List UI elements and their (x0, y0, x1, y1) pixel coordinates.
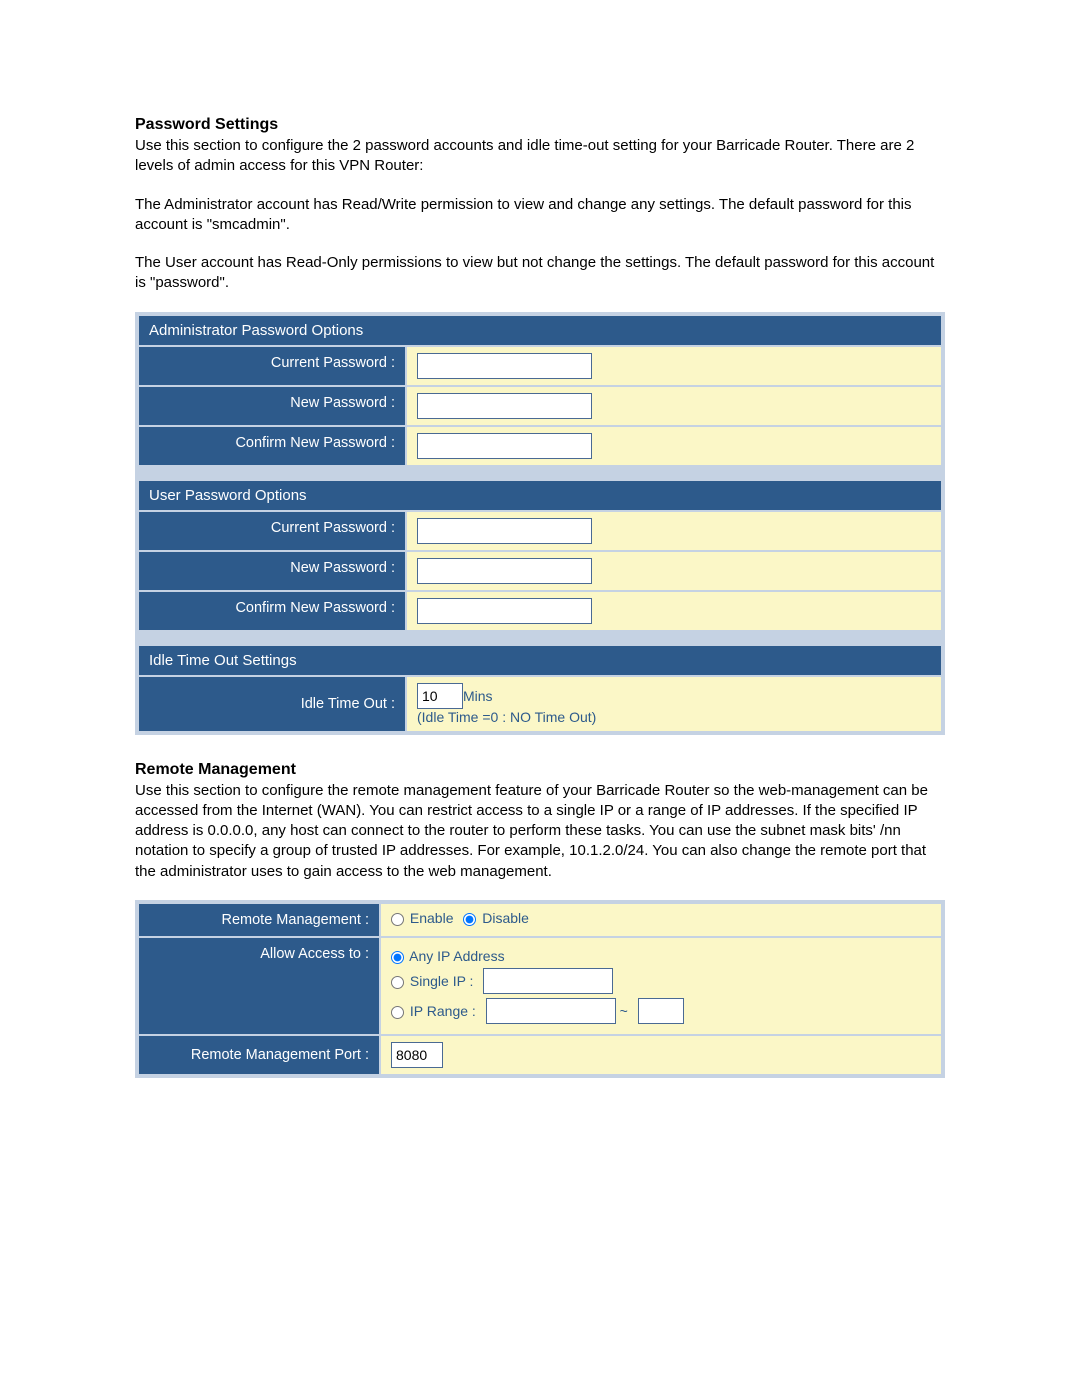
password-settings-para3: The User account has Read-Only permissio… (135, 253, 945, 294)
admin-new-password-label: New Password : (139, 387, 405, 425)
remote-enable-option[interactable]: Enable (391, 910, 457, 926)
access-range-radio[interactable] (391, 1006, 404, 1019)
admin-confirm-password-label: Confirm New Password : (139, 427, 405, 465)
access-any-option[interactable]: Any IP Address (391, 948, 505, 964)
admin-password-section-header: Administrator Password Options (139, 316, 941, 345)
remote-management-panel: Remote Management : Enable Disable Allow… (135, 900, 945, 1078)
access-range-label: IP Range : (410, 1003, 476, 1019)
allow-access-label: Allow Access to : (139, 938, 379, 1034)
idle-timeout-label: Idle Time Out : (139, 677, 405, 731)
user-new-password-input[interactable] (417, 558, 592, 584)
user-new-password-label: New Password : (139, 552, 405, 590)
idle-timeout-unit: Mins (463, 688, 493, 704)
idle-timeout-hint: (Idle Time =0 : NO Time Out) (417, 709, 596, 725)
idle-timeout-section-header: Idle Time Out Settings (139, 646, 941, 675)
access-single-radio[interactable] (391, 976, 404, 989)
admin-current-password-input[interactable] (417, 353, 592, 379)
remote-disable-option[interactable]: Disable (463, 910, 529, 926)
document-page: Password Settings Use this section to co… (0, 0, 1080, 1397)
remote-disable-radio[interactable] (463, 913, 476, 926)
password-settings-para1: Use this section to configure the 2 pass… (135, 136, 945, 177)
password-settings-para2: The Administrator account has Read/Write… (135, 195, 945, 236)
remote-disable-label: Disable (482, 910, 529, 926)
user-current-password-label: Current Password : (139, 512, 405, 550)
admin-new-password-input[interactable] (417, 393, 592, 419)
admin-confirm-password-input[interactable] (417, 433, 592, 459)
access-single-option[interactable]: Single IP : (391, 973, 477, 989)
remote-port-label: Remote Management Port : (139, 1036, 379, 1074)
user-confirm-password-input[interactable] (417, 598, 592, 624)
remote-management-label: Remote Management : (139, 904, 379, 936)
ip-range-separator: ~ (620, 1003, 628, 1019)
access-single-label: Single IP : (410, 973, 474, 989)
access-range-option[interactable]: IP Range : (391, 1003, 480, 1019)
user-password-section-header: User Password Options (139, 481, 941, 510)
single-ip-input[interactable] (483, 968, 613, 994)
remote-enable-label: Enable (410, 910, 454, 926)
remote-port-input[interactable] (391, 1042, 443, 1068)
user-current-password-input[interactable] (417, 518, 592, 544)
remote-enable-radio[interactable] (391, 913, 404, 926)
remote-management-heading: Remote Management (135, 761, 945, 779)
idle-timeout-input[interactable] (417, 683, 463, 709)
access-any-label: Any IP Address (409, 948, 504, 964)
access-any-radio[interactable] (391, 951, 404, 964)
ip-range-end-input[interactable] (638, 998, 684, 1024)
remote-management-para: Use this section to configure the remote… (135, 781, 945, 882)
admin-current-password-label: Current Password : (139, 347, 405, 385)
password-settings-heading: Password Settings (135, 116, 945, 134)
user-confirm-password-label: Confirm New Password : (139, 592, 405, 630)
ip-range-start-input[interactable] (486, 998, 616, 1024)
password-panel: Administrator Password Options Current P… (135, 312, 945, 735)
